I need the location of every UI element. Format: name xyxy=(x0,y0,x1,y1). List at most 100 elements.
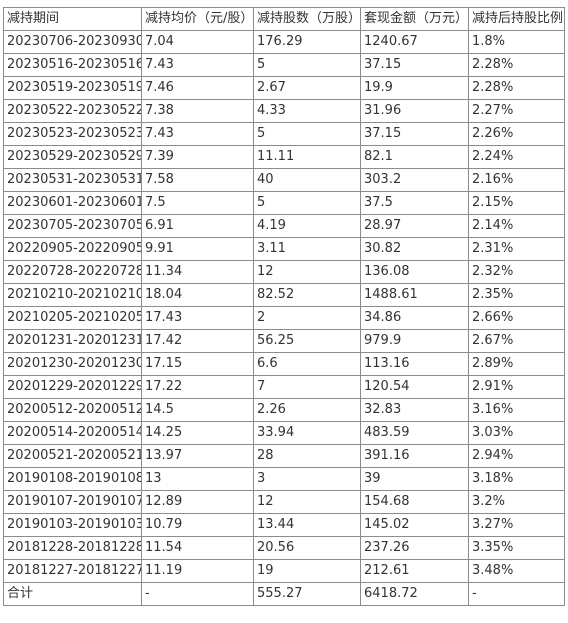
cell-holding-ratio: 3.03% xyxy=(468,421,565,445)
cell-avg-price: 7.04 xyxy=(141,30,254,54)
table-row: 20230601-20230601 7.5 5 37.5 2.15% xyxy=(3,191,565,215)
cell-shares: 6.6 xyxy=(253,352,361,376)
cell-shares: 3.11 xyxy=(253,237,361,261)
cell-shares: 5 xyxy=(253,122,361,146)
cell-holding-ratio: 2.28% xyxy=(468,76,565,100)
cell-shares: 28 xyxy=(253,444,361,468)
cell-avg-price: 11.54 xyxy=(141,536,254,560)
cell-cash-amount: 483.59 xyxy=(360,421,469,445)
cell-shares: 20.56 xyxy=(253,536,361,560)
cell-holding-ratio: 2.28% xyxy=(468,53,565,77)
cell-avg-price: 14.5 xyxy=(141,398,254,422)
table-header-row: 减持期间 减持均价（元/股） 减持股数（万股） 套现金额（万元） 减持后持股比例 xyxy=(3,7,565,31)
header-shares: 减持股数（万股） xyxy=(253,7,361,31)
cell-holding-ratio: 2.32% xyxy=(468,260,565,284)
cell-shares: 40 xyxy=(253,168,361,192)
cell-avg-price: 10.79 xyxy=(141,513,254,537)
table-row: 20210210-20210210 18.04 82.52 1488.61 2.35% xyxy=(3,283,565,307)
cell-avg-price: 13 xyxy=(141,467,254,491)
cell-avg-price: 18.04 xyxy=(141,283,254,307)
total-label: 合计 xyxy=(3,582,142,606)
cell-cash-amount: 30.82 xyxy=(360,237,469,261)
table-row: 20200514-20200514 14.25 33.94 483.59 3.03% xyxy=(3,421,565,445)
cell-period: 20201229-20201229 xyxy=(3,375,142,399)
cell-avg-price: 11.19 xyxy=(141,559,254,583)
cell-cash-amount: 39 xyxy=(360,467,469,491)
table-row: 20230519-20230519 7.46 2.67 19.9 2.28% xyxy=(3,76,565,100)
table-row: 20201229-20201229 17.22 7 120.54 2.91% xyxy=(3,375,565,399)
cell-period: 20230531-20230531 xyxy=(3,168,142,192)
cell-shares: 3 xyxy=(253,467,361,491)
cell-avg-price: 7.58 xyxy=(141,168,254,192)
cell-holding-ratio: 2.31% xyxy=(468,237,565,261)
cell-shares: 12 xyxy=(253,490,361,514)
cell-period: 20200514-20200514 xyxy=(3,421,142,445)
cell-shares: 4.19 xyxy=(253,214,361,238)
cell-cash-amount: 154.68 xyxy=(360,490,469,514)
table-row: 20230705-20230705 6.91 4.19 28.97 2.14% xyxy=(3,214,565,238)
table-row: 20230522-20230522 7.38 4.33 31.96 2.27% xyxy=(3,99,565,123)
header-cash-amount: 套现金额（万元） xyxy=(360,7,469,31)
cell-cash-amount: 391.16 xyxy=(360,444,469,468)
cell-holding-ratio: 2.14% xyxy=(468,214,565,238)
cell-shares: 13.44 xyxy=(253,513,361,537)
cell-period: 20190107-20190107 xyxy=(3,490,142,514)
cell-period: 20190103-20190103 xyxy=(3,513,142,537)
cell-holding-ratio: 2.27% xyxy=(468,99,565,123)
cell-holding-ratio: 1.8% xyxy=(468,30,565,54)
cell-holding-ratio: 2.15% xyxy=(468,191,565,215)
cell-period: 20230601-20230601 xyxy=(3,191,142,215)
cell-avg-price: 17.15 xyxy=(141,352,254,376)
table-row: 20181227-20181227 11.19 19 212.61 3.48% xyxy=(3,559,565,583)
cell-cash-amount: 136.08 xyxy=(360,260,469,284)
cell-cash-amount: 1240.67 xyxy=(360,30,469,54)
cell-cash-amount: 19.9 xyxy=(360,76,469,100)
table-row: 20230531-20230531 7.58 40 303.2 2.16% xyxy=(3,168,565,192)
total-cash-amount: 6418.72 xyxy=(360,582,469,606)
table-row: 20230516-20230516 7.43 5 37.15 2.28% xyxy=(3,53,565,77)
cell-period: 20230706-20230930 xyxy=(3,30,142,54)
cell-shares: 7 xyxy=(253,375,361,399)
cell-shares: 176.29 xyxy=(253,30,361,54)
cell-shares: 33.94 xyxy=(253,421,361,445)
cell-cash-amount: 31.96 xyxy=(360,99,469,123)
cell-holding-ratio: 2.26% xyxy=(468,122,565,146)
table-row: 20230529-20230529 7.39 11.11 82.1 2.24% xyxy=(3,145,565,169)
cell-holding-ratio: 2.94% xyxy=(468,444,565,468)
total-avg-price: - xyxy=(141,582,254,606)
cell-holding-ratio: 3.27% xyxy=(468,513,565,537)
header-period: 减持期间 xyxy=(3,7,142,31)
cell-avg-price: 17.22 xyxy=(141,375,254,399)
header-avg-price: 减持均价（元/股） xyxy=(141,7,254,31)
header-holding-ratio: 减持后持股比例 xyxy=(468,7,565,31)
cell-cash-amount: 303.2 xyxy=(360,168,469,192)
cell-avg-price: 7.39 xyxy=(141,145,254,169)
cell-avg-price: 7.38 xyxy=(141,99,254,123)
cell-cash-amount: 32.83 xyxy=(360,398,469,422)
cell-cash-amount: 28.97 xyxy=(360,214,469,238)
cell-avg-price: 7.5 xyxy=(141,191,254,215)
cell-period: 20190108-20190108 xyxy=(3,467,142,491)
cell-avg-price: 17.42 xyxy=(141,329,254,353)
cell-period: 20230529-20230529 xyxy=(3,145,142,169)
total-holding-ratio: - xyxy=(468,582,565,606)
table-row: 20201230-20201230 17.15 6.6 113.16 2.89% xyxy=(3,352,565,376)
cell-period: 20220728-20220728 xyxy=(3,260,142,284)
cell-shares: 2.67 xyxy=(253,76,361,100)
cell-avg-price: 11.34 xyxy=(141,260,254,284)
cell-avg-price: 6.91 xyxy=(141,214,254,238)
cell-holding-ratio: 2.24% xyxy=(468,145,565,169)
cell-period: 20230519-20230519 xyxy=(3,76,142,100)
cell-shares: 4.33 xyxy=(253,99,361,123)
cell-period: 20230523-20230523 xyxy=(3,122,142,146)
table-row: 20220728-20220728 11.34 12 136.08 2.32% xyxy=(3,260,565,284)
cell-period: 20181227-20181227 xyxy=(3,559,142,583)
total-shares: 555.27 xyxy=(253,582,361,606)
cell-cash-amount: 113.16 xyxy=(360,352,469,376)
table-row: 20200521-20200521 13.97 28 391.16 2.94% xyxy=(3,444,565,468)
table-row: 20190107-20190107 12.89 12 154.68 3.2% xyxy=(3,490,565,514)
cell-period: 20200521-20200521 xyxy=(3,444,142,468)
cell-period: 20220905-20220905 xyxy=(3,237,142,261)
cell-cash-amount: 237.26 xyxy=(360,536,469,560)
cell-period: 20201231-20201231 xyxy=(3,329,142,353)
